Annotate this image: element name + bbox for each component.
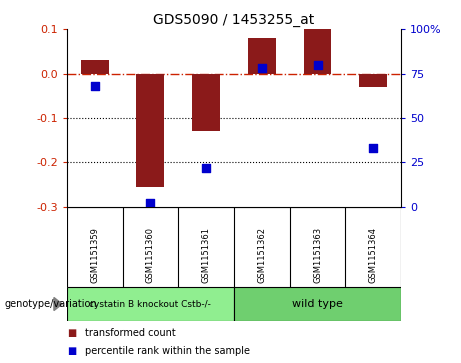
Bar xyxy=(359,73,387,87)
Text: genotype/variation: genotype/variation xyxy=(5,299,97,309)
Text: ■: ■ xyxy=(67,328,76,338)
Bar xyxy=(304,29,331,73)
Text: ■: ■ xyxy=(67,346,76,356)
FancyBboxPatch shape xyxy=(234,287,401,321)
FancyBboxPatch shape xyxy=(67,287,234,321)
Point xyxy=(370,145,377,151)
Bar xyxy=(192,73,220,131)
Point xyxy=(147,200,154,206)
Text: percentile rank within the sample: percentile rank within the sample xyxy=(85,346,250,356)
Text: wild type: wild type xyxy=(292,299,343,309)
Text: cystatin B knockout Cstb-/-: cystatin B knockout Cstb-/- xyxy=(89,299,211,309)
Bar xyxy=(81,60,109,73)
Text: GSM1151361: GSM1151361 xyxy=(201,227,211,283)
Polygon shape xyxy=(54,298,62,310)
Point xyxy=(202,165,210,171)
Text: GSM1151364: GSM1151364 xyxy=(369,227,378,283)
Point xyxy=(258,65,266,71)
Title: GDS5090 / 1453255_at: GDS5090 / 1453255_at xyxy=(154,13,314,26)
Text: GSM1151362: GSM1151362 xyxy=(257,227,266,283)
Bar xyxy=(136,73,164,187)
Text: GSM1151359: GSM1151359 xyxy=(90,227,99,283)
Text: transformed count: transformed count xyxy=(85,328,176,338)
Point xyxy=(91,83,98,89)
Text: GSM1151363: GSM1151363 xyxy=(313,227,322,283)
Point xyxy=(314,62,321,68)
Bar xyxy=(248,38,276,73)
Text: GSM1151360: GSM1151360 xyxy=(146,227,155,283)
